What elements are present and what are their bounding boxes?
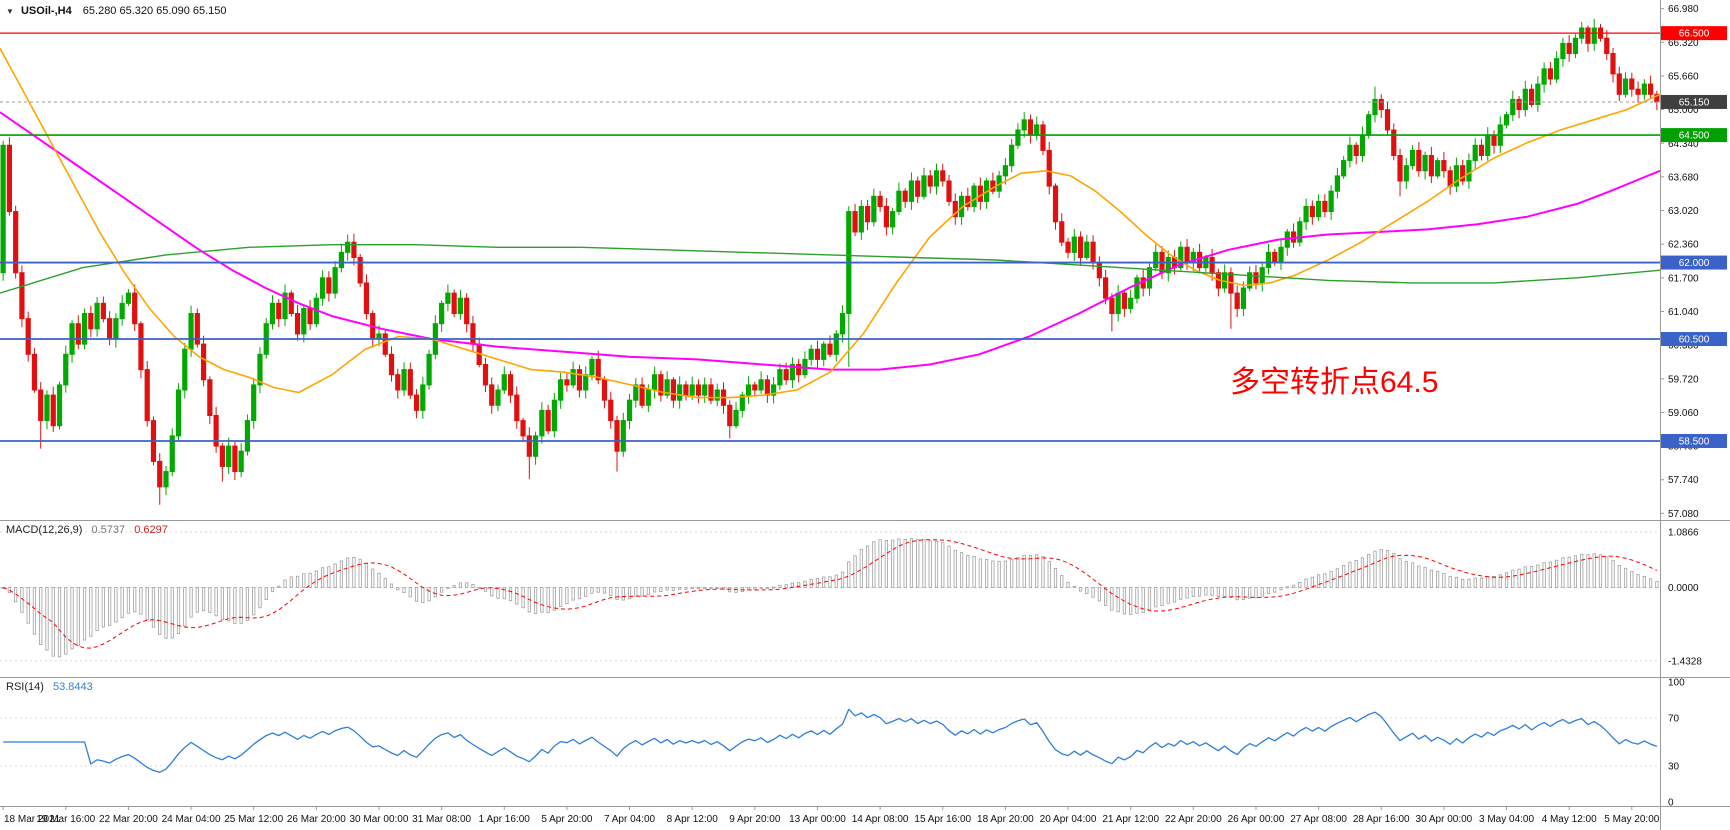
ma-flat-green: [0, 243, 1661, 294]
macd-main-value: 0.5737: [91, 524, 126, 536]
macd-signal-line: [2, 539, 1658, 649]
svg-text:24 Mar 04:00: 24 Mar 04:00: [162, 814, 221, 825]
svg-text:66.320: 66.320: [1668, 38, 1699, 49]
svg-text:3 May 04:00: 3 May 04:00: [1479, 814, 1534, 825]
svg-text:22 Apr 20:00: 22 Apr 20:00: [1165, 814, 1222, 825]
rsi-value: 53.8443: [52, 681, 93, 693]
svg-text:0.0000: 0.0000: [1668, 583, 1699, 594]
svg-text:61.040: 61.040: [1668, 307, 1699, 318]
svg-text:18 Mar 2021: 18 Mar 2021: [4, 814, 61, 825]
svg-text:26 Apr 00:00: 26 Apr 00:00: [1228, 814, 1285, 825]
svg-text:63.680: 63.680: [1668, 172, 1699, 183]
svg-text:18 Apr 20:00: 18 Apr 20:00: [977, 814, 1034, 825]
chart-title: ▼ USOil-,H4 65.280 65.320 65.090 65.150: [6, 5, 227, 17]
svg-text:30 Mar 00:00: 30 Mar 00:00: [350, 814, 409, 825]
svg-text:14 Apr 08:00: 14 Apr 08:00: [852, 814, 909, 825]
svg-text:15 Apr 16:00: 15 Apr 16:00: [914, 814, 971, 825]
svg-text:21 Apr 12:00: 21 Apr 12:00: [1102, 814, 1159, 825]
symbol-dropdown-icon[interactable]: ▼: [6, 7, 14, 16]
svg-text:70: 70: [1668, 714, 1680, 725]
rsi-name: RSI(14): [6, 681, 44, 693]
svg-text:31 Mar 08:00: 31 Mar 08:00: [412, 814, 471, 825]
svg-text:1 Apr 16:00: 1 Apr 16:00: [479, 814, 531, 825]
svg-text:60.380: 60.380: [1668, 341, 1699, 352]
svg-text:62.000: 62.000: [1679, 258, 1710, 269]
svg-text:30 Apr 00:00: 30 Apr 00:00: [1416, 814, 1473, 825]
svg-text:20 Apr 04:00: 20 Apr 04:00: [1040, 814, 1097, 825]
svg-text:64.500: 64.500: [1679, 131, 1710, 142]
rsi-panel[interactable]: 100 70 30 0: [0, 678, 1685, 809]
svg-text:65.000: 65.000: [1668, 105, 1699, 116]
svg-text:-1.4328: -1.4328: [1668, 656, 1702, 667]
svg-text:27 Apr 08:00: 27 Apr 08:00: [1290, 814, 1347, 825]
svg-text:5 May 20:00: 5 May 20:00: [1604, 814, 1659, 825]
rsi-line: [3, 708, 1658, 773]
svg-text:63.020: 63.020: [1668, 206, 1699, 217]
svg-text:64.340: 64.340: [1668, 139, 1699, 150]
svg-text:65.660: 65.660: [1668, 71, 1699, 82]
macd-signal-value: 0.6297: [134, 524, 168, 536]
svg-text:65.150: 65.150: [1679, 97, 1710, 108]
svg-text:5 Apr 20:00: 5 Apr 20:00: [541, 814, 593, 825]
svg-text:19 Mar 16:00: 19 Mar 16:00: [36, 814, 95, 825]
svg-text:7 Apr 04:00: 7 Apr 04:00: [604, 814, 656, 825]
svg-text:13 Apr 00:00: 13 Apr 00:00: [789, 814, 846, 825]
svg-text:60.500: 60.500: [1679, 335, 1710, 346]
svg-text:25 Mar 12:00: 25 Mar 12:00: [224, 814, 283, 825]
svg-text:1.0866: 1.0866: [1668, 527, 1699, 538]
svg-text:0: 0: [1668, 798, 1674, 809]
svg-text:9 Apr 20:00: 9 Apr 20:00: [729, 814, 781, 825]
macd-indicator-label: MACD(12,26,9) 0.5737 0.6297: [6, 524, 168, 536]
svg-text:59.720: 59.720: [1668, 374, 1699, 385]
svg-text:100: 100: [1668, 678, 1685, 689]
rsi-indicator-label: RSI(14) 53.8443: [6, 681, 93, 693]
macd-name: MACD(12,26,9): [6, 524, 83, 536]
svg-text:61.700: 61.700: [1668, 273, 1699, 284]
svg-text:8 Apr 12:00: 8 Apr 12:00: [667, 814, 719, 825]
svg-text:30: 30: [1668, 762, 1680, 773]
svg-text:66.500: 66.500: [1679, 29, 1710, 40]
svg-text:58.500: 58.500: [1679, 436, 1710, 447]
ohlc-readout: 65.280 65.320 65.090 65.150: [82, 5, 227, 17]
price-axis[interactable]: 66.980 66.320 65.660 65.000 64.340 63.680 63.0…: [1660, 4, 1727, 520]
macd-panel[interactable]: 1.0866 0.0000 -1.4328: [0, 527, 1702, 667]
svg-text:66.980: 66.980: [1668, 4, 1699, 15]
svg-text:22 Mar 20:00: 22 Mar 20:00: [99, 814, 158, 825]
ma-mid-orange: [0, 48, 1661, 399]
ma-slow-magenta: [0, 111, 1661, 371]
text-annotation[interactable]: 多空转折点64.5: [1230, 366, 1439, 399]
moving-average-lines[interactable]: [0, 48, 1661, 399]
svg-text:57.080: 57.080: [1668, 509, 1699, 520]
svg-text:28 Apr 16:00: 28 Apr 16:00: [1353, 814, 1410, 825]
svg-text:57.740: 57.740: [1668, 475, 1699, 486]
svg-text:62.360: 62.360: [1668, 240, 1699, 251]
horizontal-level-lines[interactable]: [0, 32, 1660, 442]
svg-text:59.060: 59.060: [1668, 408, 1699, 419]
svg-text:4 May 12:00: 4 May 12:00: [1542, 814, 1597, 825]
svg-text:26 Mar 20:00: 26 Mar 20:00: [287, 814, 346, 825]
symbol-period-label: USOil-,H4: [20, 5, 72, 17]
